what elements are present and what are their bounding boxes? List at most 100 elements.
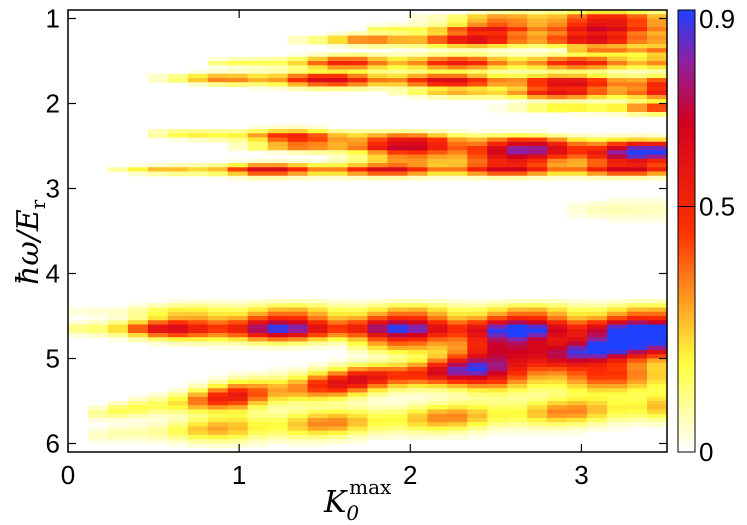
heatmap-cell — [387, 158, 409, 164]
heatmap-cell — [627, 379, 648, 385]
heatmap-cell — [547, 384, 568, 389]
heatmap-cell — [287, 367, 309, 372]
heatmap-cell — [347, 137, 369, 143]
heatmap-cell — [627, 337, 648, 343]
heatmap-cell — [427, 422, 448, 428]
heatmap-cell — [367, 39, 389, 45]
heatmap-cell — [567, 78, 588, 83]
heatmap-cell — [227, 73, 249, 79]
heatmap-cell — [587, 367, 608, 372]
heatmap-cell — [327, 167, 349, 173]
heatmap-cell — [267, 418, 289, 423]
heatmap-cell — [627, 316, 648, 321]
heatmap-cell — [627, 401, 648, 406]
heatmap-cell — [587, 10, 608, 15]
heatmap-cell — [187, 384, 209, 389]
heatmap-cell — [307, 175, 329, 181]
heatmap-cell — [567, 209, 588, 215]
heatmap-cell — [607, 324, 628, 330]
heatmap-cell — [607, 158, 628, 164]
heatmap-cell — [487, 52, 508, 58]
heatmap-cell — [587, 418, 608, 423]
heatmap-cell — [387, 379, 409, 385]
heatmap-cell — [587, 307, 608, 313]
heatmap-cell — [187, 129, 209, 134]
heatmap-cell — [247, 443, 269, 449]
heatmap-cell — [327, 379, 349, 385]
heatmap-cell — [567, 48, 588, 54]
heatmap-cell — [587, 44, 608, 49]
heatmap-cell — [447, 307, 468, 313]
heatmap-cell — [167, 303, 189, 309]
heatmap-cell — [227, 345, 249, 351]
heatmap-cell — [207, 409, 229, 415]
heatmap-cell — [287, 405, 309, 411]
heatmap-cell — [347, 371, 369, 377]
heatmap-cell — [267, 307, 289, 313]
heatmap-cell — [127, 311, 149, 317]
heatmap-cell — [247, 439, 269, 445]
heatmap-cell — [327, 426, 349, 432]
heatmap-cell — [107, 435, 129, 440]
heatmap-cell — [447, 392, 468, 398]
heatmap-cell — [427, 379, 448, 385]
heatmap-cell — [327, 396, 349, 402]
heatmap-cell — [647, 371, 668, 377]
heatmap-cell — [647, 69, 668, 75]
heatmap-cell — [607, 341, 628, 347]
heatmap-cell — [587, 350, 608, 355]
heatmap-cell — [267, 73, 289, 79]
heatmap-cell — [587, 18, 608, 24]
heatmap-cell — [627, 73, 648, 79]
heatmap-cell — [427, 307, 448, 313]
heatmap-cell — [467, 426, 488, 432]
heatmap-cell — [527, 52, 548, 58]
heatmap-cell — [447, 95, 468, 100]
heatmap-cell — [127, 422, 149, 428]
heatmap-cell — [647, 10, 668, 15]
heatmap-cell — [367, 422, 389, 428]
heatmap-cell — [607, 90, 628, 96]
heatmap-cell — [147, 418, 169, 423]
heatmap-cell — [387, 78, 409, 83]
heatmap-cell — [627, 137, 648, 143]
heatmap-cell — [407, 418, 428, 423]
heatmap-cell — [467, 18, 488, 24]
heatmap-cell — [507, 354, 528, 360]
heatmap-cell — [407, 129, 428, 134]
heatmap-cell — [327, 435, 349, 440]
heatmap-cell — [507, 303, 528, 309]
heatmap-cell — [347, 358, 369, 364]
heatmap-cell — [68, 320, 89, 326]
heatmap-cell — [87, 418, 109, 423]
heatmap-cell — [587, 61, 608, 66]
heatmap-cell — [307, 86, 329, 92]
heatmap-cell — [347, 307, 369, 313]
heatmap-cell — [547, 146, 568, 151]
heatmap-cell — [567, 133, 588, 139]
heatmap-cell — [607, 52, 628, 58]
heatmap-cell — [307, 129, 329, 134]
heatmap-cell — [267, 328, 289, 334]
heatmap-cell — [467, 154, 488, 160]
heatmap-cell — [307, 345, 329, 351]
heatmap-cell — [647, 95, 668, 100]
heatmap-cell — [287, 124, 309, 130]
heatmap-cell — [527, 418, 548, 423]
heatmap-cell — [447, 324, 468, 330]
heatmap-cell — [207, 418, 229, 423]
heatmap-cell — [407, 303, 428, 309]
heatmap-cell — [387, 430, 409, 436]
heatmap-cell — [207, 388, 229, 394]
y-tick-label: 4 — [46, 259, 60, 289]
heatmap-cell — [427, 137, 448, 143]
heatmap-cell — [467, 27, 488, 32]
heatmap-cell — [287, 303, 309, 309]
heatmap-cell — [607, 146, 628, 151]
heatmap-cell — [367, 150, 389, 156]
heatmap-cell — [587, 14, 608, 20]
heatmap-cell — [547, 328, 568, 334]
heatmap-cell — [567, 311, 588, 317]
heatmap-cell — [447, 358, 468, 364]
